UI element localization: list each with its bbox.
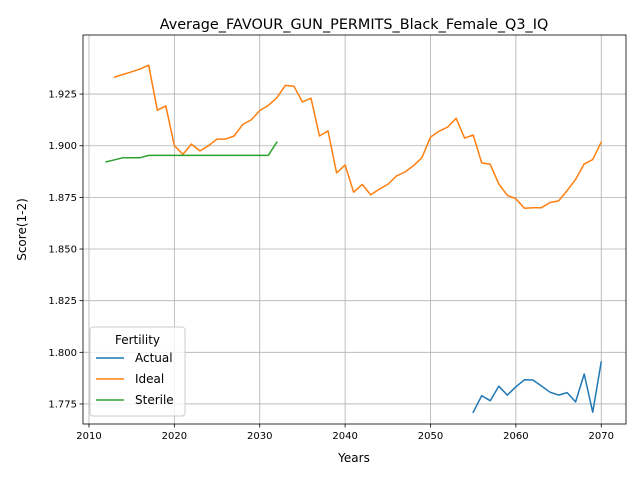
plot-area-frame: [82, 34, 627, 425]
series-line-sterile: [105, 141, 278, 163]
y-tick-label: 1.875: [48, 193, 77, 204]
series-lines: [105, 64, 603, 414]
legend-label-actual: Actual: [135, 351, 173, 365]
series-line-actual: [472, 361, 603, 414]
y-axis-ticks: 1.775 1.800 1.825 1.850 1.875 1.900 1.925: [48, 90, 83, 410]
x-axis-ticks: 2010 2020 2030 2040 2050 2060 2070: [76, 424, 614, 442]
legend-box: [89, 326, 186, 417]
legend-items: Actual Ideal Sterile: [96, 351, 174, 407]
chart-title: Average_FAVOUR_GUN_PERMITS_Black_Female_…: [160, 17, 549, 33]
y-tick-label: 1.825: [48, 296, 77, 307]
x-tick-label: 2010: [76, 431, 101, 442]
y-tick-label: 1.925: [48, 90, 77, 101]
x-tick-label: 2030: [247, 431, 272, 442]
x-tick-label: 2050: [418, 431, 443, 442]
y-tick-label: 1.775: [48, 399, 77, 410]
x-axis-label: Years: [337, 451, 370, 465]
legend-title: Fertility: [115, 333, 160, 347]
legend-label-sterile: Sterile: [135, 393, 174, 407]
y-tick-label: 1.850: [48, 245, 77, 256]
legend: Fertility Actual Ideal Sterile: [89, 326, 186, 417]
x-tick-label: 2070: [589, 431, 614, 442]
x-tick-label: 2060: [503, 431, 528, 442]
x-tick-label: 2020: [162, 431, 187, 442]
y-tick-label: 1.900: [48, 141, 77, 152]
y-tick-label: 1.800: [48, 348, 77, 359]
y-axis-label: Score(1-2): [15, 198, 29, 261]
legend-label-ideal: Ideal: [135, 372, 164, 386]
x-tick-label: 2040: [332, 431, 357, 442]
series-line-ideal: [113, 64, 603, 210]
